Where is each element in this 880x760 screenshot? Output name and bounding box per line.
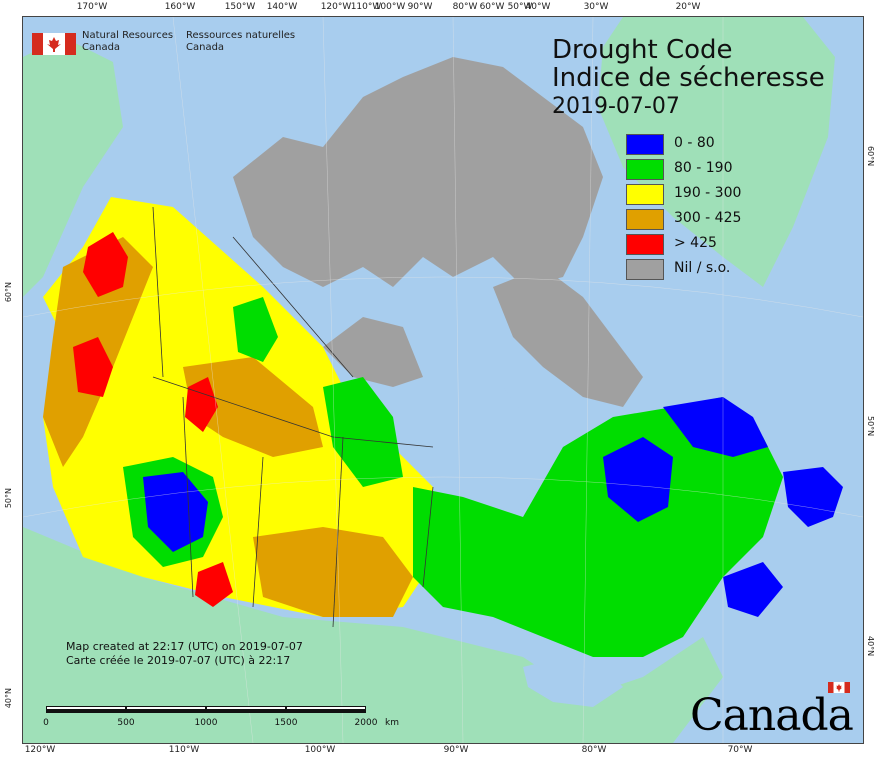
tick-left-40n: 40°N: [4, 688, 13, 709]
zone-0-80-labrador: [663, 397, 768, 457]
agency-name-en: Natural Resources Canada: [82, 30, 174, 53]
map-canvas: [23, 17, 863, 743]
legend-swatch: [626, 209, 664, 230]
legend-swatch: [626, 134, 664, 155]
map-title: Drought Code Indice de sécheresse 2019-0…: [552, 36, 825, 122]
scale-label-1500: 1500: [274, 718, 298, 728]
legend-label: 190 - 300: [674, 185, 742, 201]
great-lakes: [523, 657, 623, 707]
tick-bot-110w: 110°W: [168, 745, 200, 755]
drought-code-map[interactable]: [22, 16, 864, 744]
zone-over-425-sk: [195, 562, 233, 607]
tick-top-30w: 30°W: [583, 2, 609, 12]
canada-flag-icon: [32, 33, 76, 55]
scale-label-1000: 1000: [194, 718, 218, 728]
tick-bot-120w: 120°W: [24, 745, 56, 755]
scale-bar: 0 500 1000 1500 2000 km: [43, 704, 399, 732]
tick-bot-70w: 70°W: [727, 745, 753, 755]
scale-label-0: 0: [43, 718, 49, 728]
provincial-boundaries: [152, 206, 434, 628]
tick-bot-90w: 90°W: [443, 745, 469, 755]
zone-80-190-manitoba: [323, 377, 403, 487]
scale-label-2000: 2000: [354, 718, 378, 728]
legend-label: 80 - 190: [674, 160, 733, 176]
canada-wordmark: Canada: [690, 682, 854, 741]
alaska-land: [23, 37, 123, 297]
tick-top-150w: 150°W: [224, 2, 256, 12]
tick-top-20w: 20°W: [675, 2, 701, 12]
zone-80-190-east: [413, 397, 783, 657]
tick-top-90w: 90°W: [407, 2, 433, 12]
tick-top-160w: 160°W: [164, 2, 196, 12]
map-credits: Map created at 22:17 (UTC) on 2019-07-07…: [66, 640, 303, 668]
hudson-coast-nil: [323, 317, 423, 387]
legend-label: 300 - 425: [674, 210, 742, 226]
zone-0-80-maritimes: [723, 562, 783, 617]
zone-over-425-yukon: [83, 232, 128, 297]
zone-300-425-central: [183, 357, 323, 457]
zone-0-80-newfoundland: [783, 467, 843, 527]
graticule: [23, 17, 863, 743]
tick-top-140w: 140°W: [266, 2, 298, 12]
zone-300-425-prairies: [253, 527, 413, 617]
legend-swatch: [626, 184, 664, 205]
zone-0-80-quebec: [603, 437, 673, 522]
title-en: Drought Code: [552, 35, 733, 65]
scale-midline: [46, 709, 366, 713]
tick-top-80w: 80°W: [452, 2, 478, 12]
tick-left-60n: 60°N: [4, 282, 13, 303]
credit-en: Map created at 22:17 (UTC) on 2019-07-07: [66, 640, 303, 653]
tick-top-110w: 110°W: [350, 2, 382, 12]
wordmark-flag-icon: [828, 682, 850, 693]
legend-label: Nil / s.o.: [674, 260, 731, 276]
greenland-land: [598, 17, 835, 287]
map-date: 2019-07-07: [552, 94, 680, 119]
title-fr: Indice de sécheresse: [552, 63, 825, 93]
zone-0-80-alberta: [143, 472, 208, 552]
tick-top-40w: 40°W: [525, 2, 551, 12]
baffin-island-nil: [493, 267, 643, 407]
tick-right-60n: 60°N: [866, 146, 875, 167]
tick-right-40n: 40°N: [866, 636, 875, 657]
tick-bot-100w: 100°W: [304, 745, 336, 755]
tick-top-50w: 50°W: [507, 2, 533, 12]
credit-fr: Carte créée le 2019-07-07 (UTC) à 22:17: [66, 654, 291, 667]
legend-swatch: [626, 159, 664, 180]
tick-top-100w: 100°W: [374, 2, 406, 12]
zone-80-190-north: [233, 297, 278, 362]
agency-name-fr: Ressources naturelles Canada: [186, 30, 296, 53]
legend-label: 0 - 80: [674, 135, 715, 151]
tick-top-60w: 60°W: [479, 2, 505, 12]
tick-right-50n: 50°N: [866, 416, 875, 437]
arctic-islands-nil: [233, 57, 603, 287]
tick-bot-80w: 80°W: [581, 745, 607, 755]
hudson-bay: [393, 377, 543, 517]
legend-swatch: [626, 259, 664, 280]
zone-over-425-bc: [73, 337, 113, 397]
legend-swatch: [626, 234, 664, 255]
scale-label-500: 500: [117, 718, 135, 728]
tick-top-120w: 120°W: [320, 2, 352, 12]
tick-top-170w: 170°W: [76, 2, 108, 12]
wordmark-text: Canada: [690, 690, 854, 741]
tick-left-50n: 50°N: [4, 488, 13, 509]
legend-label: > 425: [674, 235, 717, 251]
scale-unit: km: [385, 718, 399, 728]
